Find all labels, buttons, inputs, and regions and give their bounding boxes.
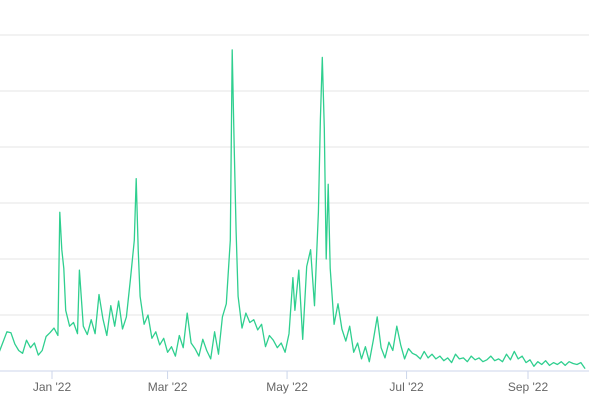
x-axis <box>0 370 589 379</box>
x-tick-label: Jan '22 <box>33 380 72 394</box>
x-tick-label: Jul '22 <box>389 380 424 394</box>
x-tick-label: Sep '22 <box>508 380 549 394</box>
gridlines <box>0 34 589 316</box>
x-tick-label: Mar '22 <box>148 380 188 394</box>
series-layer <box>0 49 586 369</box>
series-line <box>0 49 586 369</box>
x-tick-label: May '22 <box>266 380 308 394</box>
x-axis-tick-labels: Jan '22 Mar '22 May '22 Jul '22 Sep '22 <box>33 380 549 394</box>
